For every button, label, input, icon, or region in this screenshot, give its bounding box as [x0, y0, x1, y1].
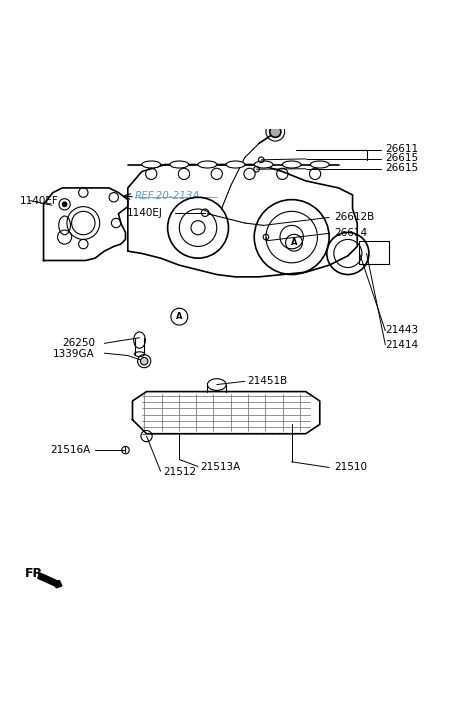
- Ellipse shape: [282, 161, 301, 168]
- Text: 26615: 26615: [385, 164, 418, 173]
- FancyBboxPatch shape: [358, 241, 389, 264]
- Text: 26250: 26250: [62, 338, 95, 348]
- Text: 1140EF: 1140EF: [20, 196, 59, 206]
- Text: 21513A: 21513A: [200, 462, 241, 473]
- Ellipse shape: [254, 161, 273, 168]
- Ellipse shape: [310, 161, 329, 168]
- Text: 1140EJ: 1140EJ: [127, 208, 163, 217]
- Text: REF.20-213A: REF.20-213A: [135, 191, 201, 201]
- Text: 21414: 21414: [385, 340, 418, 350]
- FancyArrow shape: [38, 573, 62, 588]
- Ellipse shape: [142, 161, 161, 168]
- Text: 21510: 21510: [334, 462, 367, 473]
- Text: 21516A: 21516A: [50, 445, 90, 455]
- Ellipse shape: [170, 161, 189, 168]
- Text: 1339GA: 1339GA: [53, 349, 95, 358]
- Text: A: A: [176, 312, 183, 321]
- Ellipse shape: [198, 161, 217, 168]
- Text: A: A: [291, 238, 297, 247]
- Text: FR.: FR.: [25, 567, 48, 579]
- Text: 21443: 21443: [385, 325, 418, 335]
- Text: 26611: 26611: [385, 144, 418, 154]
- Text: 26615: 26615: [385, 153, 418, 164]
- Text: 21512: 21512: [163, 467, 196, 477]
- Ellipse shape: [226, 161, 245, 168]
- Text: 26614: 26614: [334, 228, 367, 238]
- Text: 21451B: 21451B: [247, 377, 287, 386]
- Circle shape: [140, 358, 148, 365]
- Text: 26612B: 26612B: [334, 212, 374, 222]
- Circle shape: [62, 202, 67, 206]
- Circle shape: [270, 126, 281, 137]
